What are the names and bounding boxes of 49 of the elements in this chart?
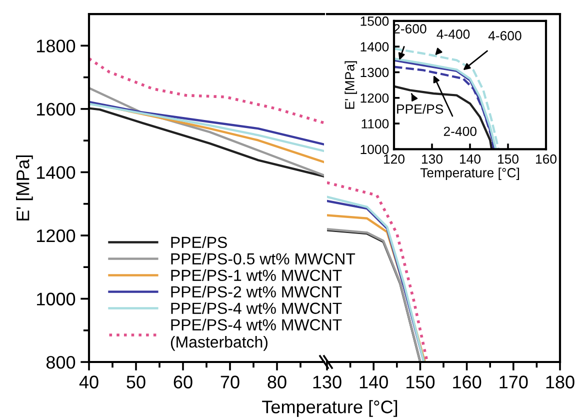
- line-series: [89, 107, 324, 178]
- legend-label: PPE/PS: [171, 236, 227, 248]
- y-axis-title: E' [MPa]: [344, 61, 358, 109]
- x-tick-label: 150: [498, 154, 518, 164]
- y-tick-label: 1000: [360, 144, 389, 154]
- y-tick-label: 1200: [360, 93, 389, 103]
- y-tick-label: 1400: [37, 166, 76, 179]
- legend-label: PPE/PS-2 wt% MWCNT: [171, 286, 342, 298]
- annotation: 4-600: [488, 31, 522, 40]
- line-series: [89, 57, 324, 124]
- x-tick-label: 150: [406, 376, 435, 388]
- x-axis-title: Temperature [°C]: [420, 168, 519, 180]
- annotation: 4-400: [436, 30, 470, 39]
- y-tick-label: 1000: [37, 292, 76, 306]
- annotation: 2-600: [394, 24, 426, 34]
- annotation: 2-400: [444, 126, 476, 136]
- annotation: PPE/PS: [397, 104, 444, 114]
- y-tick-label: 1500: [360, 16, 389, 26]
- y-axis-title: E' [MPa]: [16, 155, 33, 220]
- x-tick-label: 70: [220, 376, 240, 388]
- x-tick-label: 180: [546, 376, 574, 388]
- x-tick-label: 60: [174, 376, 192, 388]
- x-tick-label: 130: [422, 154, 442, 164]
- x-tick-label: 50: [126, 376, 146, 388]
- x-tick-label: 140: [360, 376, 388, 388]
- y-tick-label: 1300: [360, 68, 389, 78]
- y-tick-label: 1600: [37, 102, 76, 116]
- legend-label: PPE/PS-4 wt% MWCNT (Masterbatch): [170, 318, 342, 351]
- x-tick-label: 80: [268, 376, 286, 388]
- x-tick-label: 130: [313, 376, 342, 388]
- x-tick-label: 140: [460, 154, 480, 164]
- y-tick-label: 1800: [37, 40, 76, 52]
- y-tick-label: 1200: [37, 229, 76, 242]
- x-axis-title: Temperature [°C]: [262, 400, 398, 417]
- line-series: [89, 102, 324, 152]
- legend-label: PPE/PS-0.5 wt% MWCNT: [171, 252, 356, 265]
- legend-label: PPE/PS-4 wt% MWCNT: [171, 302, 342, 314]
- y-tick-label: 1400: [360, 42, 389, 52]
- x-tick-label: 160: [453, 376, 482, 388]
- line-series: [89, 100, 324, 146]
- x-tick-label: 170: [500, 376, 528, 388]
- y-tick-label: 1100: [362, 119, 389, 128]
- x-tick-label: 40: [79, 376, 98, 388]
- line-series: [394, 85, 493, 150]
- y-tick-label: 800: [46, 356, 76, 369]
- line-series: [89, 86, 324, 176]
- legend-label: PPE/PS-1 wt% MWCNT: [171, 269, 342, 282]
- x-tick-label: 120: [384, 154, 404, 164]
- x-tick-label: 160: [536, 154, 556, 164]
